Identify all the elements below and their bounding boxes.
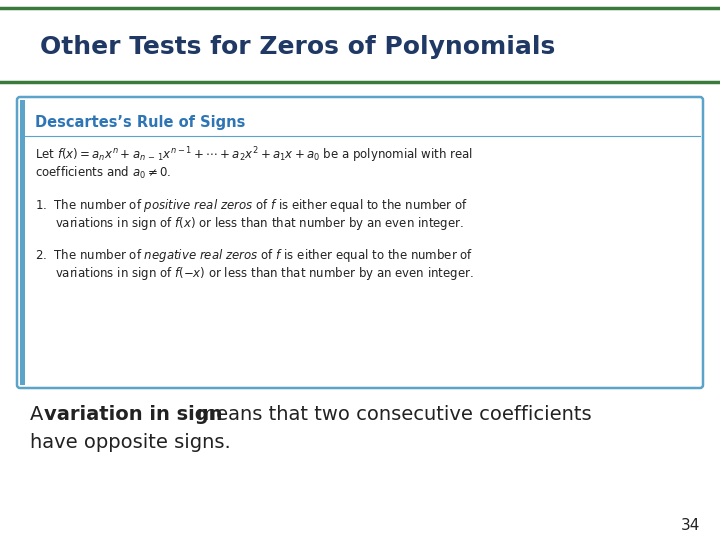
Text: variations in sign of $f(-x)$ or less than that number by an even integer.: variations in sign of $f(-x)$ or less th… bbox=[55, 265, 474, 281]
Text: A: A bbox=[30, 406, 50, 424]
Text: Let $f(x) = a_n x^n + a_{n\,-\,1} x^{n-1} + \cdots + a_2 x^2 + a_1 x + a_0$ be a: Let $f(x) = a_n x^n + a_{n\,-\,1} x^{n-1… bbox=[35, 145, 473, 165]
Text: 34: 34 bbox=[680, 517, 700, 532]
Text: 1.  The number of $\mathit{positive\ real\ zeros}$ of $f$ is either equal to the: 1. The number of $\mathit{positive\ real… bbox=[35, 197, 468, 213]
Text: 2.  The number of $\mathit{negative\ real\ zeros}$ of $f$ is either equal to the: 2. The number of $\mathit{negative\ real… bbox=[35, 246, 473, 264]
Text: coefficients and $a_0 \neq 0$.: coefficients and $a_0 \neq 0$. bbox=[35, 165, 171, 181]
FancyBboxPatch shape bbox=[17, 97, 703, 388]
Text: variations in sign of $f(x)$ or less than that number by an even integer.: variations in sign of $f(x)$ or less tha… bbox=[55, 214, 464, 232]
Text: Descartes’s Rule of Signs: Descartes’s Rule of Signs bbox=[35, 114, 246, 130]
Text: Other Tests for Zeros of Polynomials: Other Tests for Zeros of Polynomials bbox=[40, 35, 555, 59]
Text: have opposite signs.: have opposite signs. bbox=[30, 434, 230, 453]
Bar bbox=[20, 100, 25, 385]
Text: variation in sign: variation in sign bbox=[44, 406, 222, 424]
Text: means that two consecutive coefficients: means that two consecutive coefficients bbox=[191, 406, 592, 424]
